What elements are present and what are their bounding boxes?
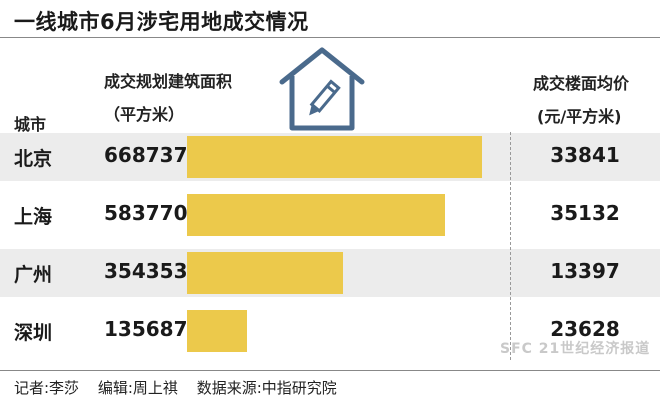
page-title: 一线城市6月涉宅用地成交情况	[14, 10, 309, 34]
chart-row: 上海 583770 35132	[0, 191, 660, 239]
city-label: 北京	[14, 148, 53, 170]
price-value-label: 33841	[550, 143, 620, 167]
area-bar	[187, 136, 482, 178]
header-price-unit: (元/平方米)	[537, 107, 622, 126]
footer-divider	[0, 370, 660, 371]
footer-editor: 编辑:周上祺	[97, 379, 178, 397]
house-pencil-icon	[276, 42, 368, 134]
column-divider	[510, 132, 511, 360]
area-bar	[187, 310, 247, 352]
price-value-label: 23628	[550, 317, 620, 341]
area-value-label: 583770	[104, 201, 188, 225]
area-value-label: 668737	[104, 143, 188, 167]
area-bar	[187, 194, 445, 236]
footer-source: 数据来源:中指研究院	[196, 379, 337, 397]
header-city: 城市	[14, 115, 47, 134]
city-label: 上海	[14, 206, 53, 228]
city-label: 广州	[14, 264, 53, 286]
chart-row: 广州 354353 13397	[0, 249, 660, 297]
footer: 记者:李莎 编辑:周上祺 数据来源:中指研究院	[14, 377, 351, 398]
chart-row: 北京 668737 33841	[0, 133, 660, 181]
area-value-label: 354353	[104, 259, 188, 283]
price-value-label: 35132	[550, 201, 620, 225]
header-area: 成交规划建筑面积	[104, 72, 233, 91]
city-label: 深圳	[14, 322, 53, 344]
header-area-unit: （平方米）	[104, 105, 185, 124]
area-value-label: 135687	[104, 317, 188, 341]
price-value-label: 13397	[550, 259, 620, 283]
header-price: 成交楼面均价	[533, 74, 630, 93]
area-bar	[187, 252, 343, 294]
chart-row: 深圳 135687 23628	[0, 307, 660, 355]
title-divider	[0, 37, 660, 38]
footer-reporter: 记者:李莎	[14, 379, 80, 397]
watermark: SFC 21世纪经济报道	[500, 341, 651, 357]
